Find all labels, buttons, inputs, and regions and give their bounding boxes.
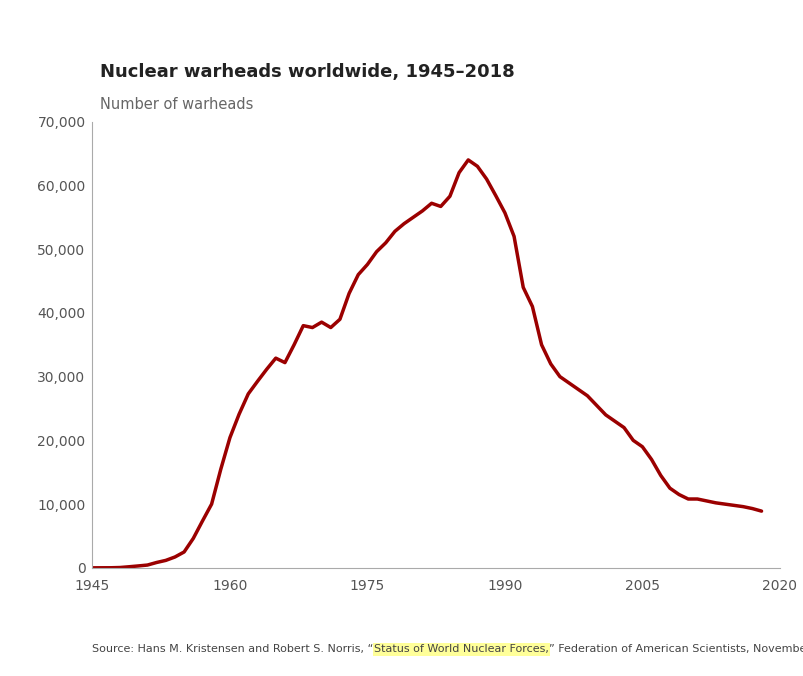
Text: Number of warheads: Number of warheads bbox=[100, 97, 254, 112]
Text: ” Federation of American Scientists, November 21, 2018.: ” Federation of American Scientists, Nov… bbox=[548, 644, 803, 654]
Text: Status of World Nuclear Forces,: Status of World Nuclear Forces, bbox=[373, 644, 548, 654]
Text: Nuclear warheads worldwide, 1945–2018: Nuclear warheads worldwide, 1945–2018 bbox=[100, 63, 515, 81]
Text: Source: Hans M. Kristensen and Robert S. Norris, “: Source: Hans M. Kristensen and Robert S.… bbox=[92, 644, 373, 654]
